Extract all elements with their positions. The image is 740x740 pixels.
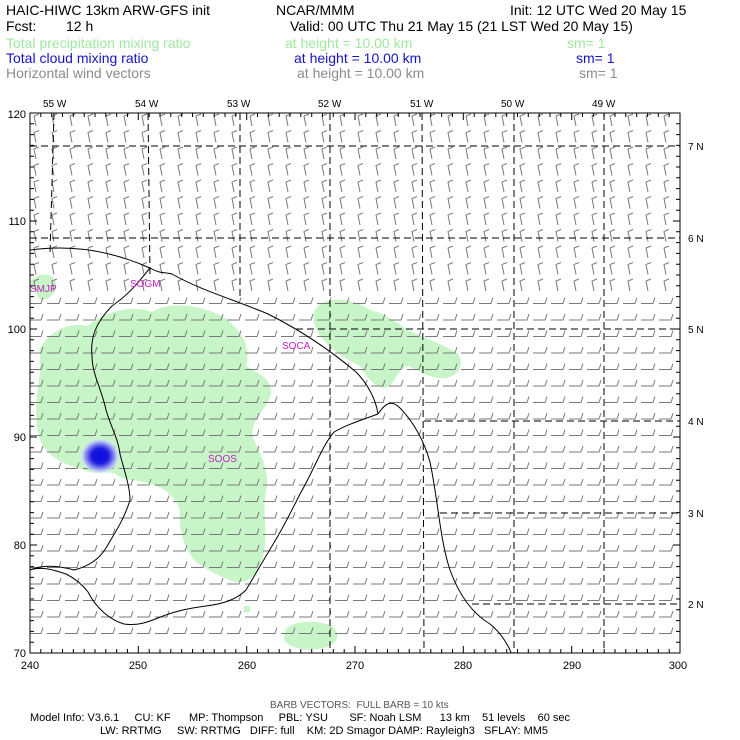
border-inner <box>30 413 379 625</box>
lon-label-52w: 52 W <box>318 99 342 110</box>
lat-label-5n: 5 N <box>688 325 704 336</box>
lat-label-4n: 4 N <box>688 417 704 428</box>
x-tick-290: 290 <box>563 660 581 672</box>
fcst-value: 12 h <box>66 18 94 34</box>
border-east <box>377 402 512 653</box>
wind-field-height: at height = 10.00 km <box>297 65 425 81</box>
precip-field-sm: sm= 1 <box>567 35 606 51</box>
precip-area-south <box>284 621 338 650</box>
org-label: NCAR/MMM <box>276 2 355 18</box>
cloud-field-sm: sm= 1 <box>576 50 615 66</box>
lon-label-51w: 51 W <box>410 99 434 110</box>
x-tick-240: 240 <box>21 660 39 672</box>
fcst-label: Fcst: <box>6 18 37 34</box>
model-info-line1: Model Info: V3.6.1 CU: KF MP: Thompson P… <box>30 712 571 724</box>
lon-label-53w: 53 W <box>227 99 251 110</box>
lat-label-6n: 6 N <box>688 234 704 245</box>
init-time: Init: 12 UTC Wed 20 May 15 <box>510 2 687 18</box>
valid-time: Valid: 00 UTC Thu 21 May 15 (21 LST Wed … <box>290 18 633 34</box>
x-tick-280: 280 <box>454 660 472 672</box>
cloud-field-height: at height = 10.00 km <box>294 50 422 66</box>
place-label-soca: SOCA <box>282 341 311 352</box>
lat-label-7n: 7 N <box>688 142 704 153</box>
x-tick-260: 260 <box>238 660 256 672</box>
lat-label-3n: 3 N <box>688 509 704 520</box>
x-tick-270: 270 <box>346 660 364 672</box>
wind-field-name: Horizontal wind vectors <box>6 65 151 81</box>
lon-label-55w: 55 W <box>43 99 67 110</box>
y-tick-70: 70 <box>14 648 26 660</box>
precip-area-west <box>30 274 57 300</box>
y-tick-110: 110 <box>8 216 26 228</box>
place-label-sogm: SOGM <box>130 279 161 290</box>
cloud-field-name: Total cloud mixing ratio <box>6 50 149 66</box>
model-info-line2: LW: RRTMG SW: RRTMG DIFF: full KM: 2D Sm… <box>100 725 549 737</box>
y-tick-90: 90 <box>14 432 26 444</box>
lat-label-2n: 2 N <box>688 600 704 611</box>
cloud-mixing-core <box>81 439 119 473</box>
coastline <box>30 247 512 653</box>
precip-field-height: at height = 10.00 km <box>285 35 413 51</box>
y-tick-80: 80 <box>14 540 26 552</box>
wind-field-sm: sm= 1 <box>579 65 618 81</box>
place-label-smjp: SMJP <box>30 284 57 295</box>
y-tick-120: 120 <box>8 109 26 121</box>
lon-label-50w: 50 W <box>501 99 525 110</box>
x-tick-250: 250 <box>129 660 147 672</box>
precip-area-main <box>36 305 272 583</box>
lon-label-54w: 54 W <box>135 99 159 110</box>
precip-field-name: Total precipitation mixing ratio <box>6 35 191 51</box>
wind-barb-field <box>30 113 674 634</box>
place-label-soos: SOOS <box>208 454 237 465</box>
coastline-north <box>30 247 379 415</box>
barb-note: BARB VECTORS: FULL BARB = 10 kts <box>270 700 449 711</box>
graticule <box>30 113 680 653</box>
y-tick-100: 100 <box>8 324 26 336</box>
x-tick-300: 300 <box>669 660 687 672</box>
wind-barbs <box>30 113 674 634</box>
lon-label-49w: 49 W <box>592 99 616 110</box>
model-title: HAIC-HIWC 13km ARW-GFS init <box>6 2 211 18</box>
border-west <box>30 267 151 571</box>
axis-ticks <box>29 112 681 654</box>
precip-area-northeast <box>313 299 461 388</box>
